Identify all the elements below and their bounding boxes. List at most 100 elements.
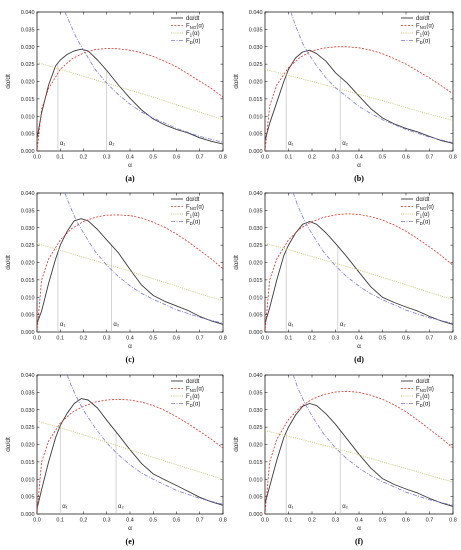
series-line-first-order <box>265 242 453 301</box>
legend-label-diffusion: FD(α) <box>186 402 200 409</box>
x-tick-label: 0.3 <box>332 336 340 342</box>
series-line-first-order <box>37 420 223 480</box>
y-tick-label: 0.040 <box>21 10 35 16</box>
x-tick-label: 0.8 <box>449 518 457 524</box>
series-line-diffusion <box>292 193 453 324</box>
y-tick-label: 0.040 <box>249 10 263 16</box>
series-line-diffusion <box>290 12 453 144</box>
y-tick-label: 0.005 <box>249 132 263 138</box>
x-tick-label: 0.0 <box>33 155 41 161</box>
chart-panel-6: 0.0 0.1 0.2 0.3 0.4 0.5 0.6 0.7 0.8 0.000 0.005 0.0… <box>233 373 457 546</box>
y-tick-label: 0.030 <box>249 226 263 232</box>
series-line-first-order <box>37 61 223 121</box>
legend-label-experimental: dα/dt <box>186 197 200 203</box>
y-tick-label: 0.035 <box>249 27 263 33</box>
x-tick-label: 0.1 <box>56 518 64 524</box>
x-tick-label: 0.0 <box>261 336 269 342</box>
y-tick-label: 0.005 <box>249 495 263 501</box>
legend-label-experimental: dα/dt <box>186 16 200 22</box>
alpha-marker-label-1: α₁ <box>288 141 294 147</box>
y-tick-label: 0.020 <box>21 261 35 267</box>
x-tick-label: 0.4 <box>126 155 134 161</box>
x-tick-label: 0.1 <box>56 155 64 161</box>
panel-label: (c) <box>126 355 135 364</box>
x-tick-label: 0.7 <box>196 155 204 161</box>
alpha-marker-label-2: α₂ <box>342 141 348 147</box>
x-tick-label: 0.4 <box>126 336 134 342</box>
y-axis-title: dα/dt <box>5 74 12 89</box>
y-axis-title: dα/dt <box>5 255 12 270</box>
x-tick-label: 0.4 <box>355 155 363 161</box>
series-line-nucleation-growth <box>37 398 223 514</box>
legend-label-first-order: F1(α) <box>416 212 430 219</box>
y-axis-title: dα/dt <box>5 437 12 452</box>
panel-label: (e) <box>126 537 135 546</box>
x-tick-label: 0.8 <box>219 155 227 161</box>
alpha-marker-label-1: α₁ <box>60 141 66 147</box>
y-tick-label: 0.000 <box>249 149 263 155</box>
series-line-nucleation-growth <box>37 48 223 151</box>
legend-label-first-order: F1(α) <box>186 31 200 38</box>
legend-label-diffusion: FD(α) <box>416 220 430 227</box>
x-tick-label: 0.4 <box>355 518 363 524</box>
y-tick-label: 0.030 <box>21 408 35 414</box>
x-tick-label: 0.1 <box>56 336 64 342</box>
alpha-marker-label-2: α₂ <box>342 504 348 510</box>
x-tick-label: 0.6 <box>402 336 410 342</box>
alpha-marker-label-2: α₂ <box>113 322 119 328</box>
x-tick-label: 0.7 <box>426 518 434 524</box>
y-tick-label: 0.040 <box>249 373 263 379</box>
x-axis-title: α <box>128 525 132 532</box>
y-tick-label: 0.030 <box>249 45 263 51</box>
x-tick-label: 0.0 <box>33 336 41 342</box>
x-tick-label: 0.5 <box>379 336 387 342</box>
panel-label: (f) <box>355 537 363 546</box>
legend-label-first-order: F1(α) <box>186 394 200 401</box>
chart-panel-5: 0.0 0.1 0.2 0.3 0.4 0.5 0.6 0.7 0.8 0.000 0.005 0.0… <box>5 373 227 546</box>
x-tick-label: 0.6 <box>402 518 410 524</box>
x-tick-label: 0.8 <box>449 155 457 161</box>
x-axis-title: α <box>128 343 132 350</box>
panel-label: (a) <box>125 174 135 183</box>
x-tick-label: 0.2 <box>80 336 88 342</box>
y-tick-label: 0.020 <box>21 80 35 86</box>
x-tick-label: 0.4 <box>126 518 134 524</box>
x-tick-label: 0.5 <box>149 336 157 342</box>
legend-label-nucleation-growth: FNG(α) <box>416 205 434 212</box>
alpha-marker-label-1: α₁ <box>288 322 294 328</box>
y-tick-label: 0.015 <box>21 278 35 284</box>
y-tick-label: 0.015 <box>249 97 263 103</box>
y-tick-label: 0.025 <box>249 62 263 68</box>
panel-label: (b) <box>354 174 364 183</box>
alpha-marker-label-1: α₁ <box>288 504 294 510</box>
y-tick-label: 0.000 <box>249 330 263 336</box>
x-tick-label: 0.1 <box>285 155 293 161</box>
x-tick-label: 0.8 <box>449 336 457 342</box>
x-tick-label: 0.2 <box>308 518 316 524</box>
x-tick-label: 0.5 <box>149 518 157 524</box>
y-tick-label: 0.015 <box>249 278 263 284</box>
x-tick-label: 0.7 <box>426 155 434 161</box>
y-tick-label: 0.025 <box>249 425 263 431</box>
legend-label-diffusion: FD(α) <box>416 402 430 409</box>
series-line-experimental <box>265 49 453 144</box>
x-tick-label: 0.7 <box>196 518 204 524</box>
y-tick-label: 0.010 <box>21 114 35 120</box>
y-axis-title: dα/dt <box>233 74 240 89</box>
x-tick-label: 0.8 <box>219 518 227 524</box>
y-tick-label: 0.040 <box>21 191 35 197</box>
x-tick-label: 0.6 <box>173 336 181 342</box>
y-tick-label: 0.040 <box>249 191 263 197</box>
series-line-experimental <box>37 398 223 509</box>
x-tick-label: 0.3 <box>332 155 340 161</box>
legend-label-first-order: F1(α) <box>416 394 430 401</box>
y-tick-label: 0.030 <box>21 45 35 51</box>
y-tick-label: 0.020 <box>249 80 263 86</box>
x-tick-label: 0.3 <box>103 155 111 161</box>
legend-label-first-order: F1(α) <box>186 212 200 219</box>
series-line-first-order <box>265 68 453 121</box>
y-tick-label: 0.020 <box>249 443 263 449</box>
y-tick-label: 0.025 <box>21 425 35 431</box>
legend-label-first-order: F1(α) <box>416 31 430 38</box>
